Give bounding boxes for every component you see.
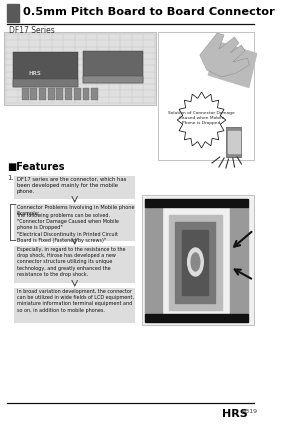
Text: 1.: 1.	[7, 175, 14, 181]
Bar	[30, 88, 38, 100]
FancyBboxPatch shape	[14, 176, 135, 198]
Text: DF17 Series: DF17 Series	[9, 26, 54, 35]
Bar	[142, 195, 254, 325]
Bar	[226, 127, 242, 157]
Text: HRS: HRS	[28, 71, 41, 76]
Bar	[208, 41, 256, 88]
Bar	[13, 79, 78, 87]
Bar	[82, 88, 89, 100]
Bar	[7, 4, 19, 22]
FancyBboxPatch shape	[14, 246, 135, 283]
Bar	[82, 76, 143, 83]
Bar	[145, 199, 248, 207]
Bar	[48, 88, 55, 100]
Bar	[145, 314, 248, 322]
Text: ■Features: ■Features	[7, 162, 64, 172]
FancyBboxPatch shape	[14, 287, 135, 323]
Bar	[91, 88, 98, 100]
Bar	[176, 222, 215, 303]
Text: The following problems can be solved.
"Connector Damage Caused when Mobile
phone: The following problems can be solved. "C…	[16, 213, 119, 243]
Bar	[82, 51, 143, 83]
Text: A319: A319	[242, 409, 258, 414]
Bar	[158, 32, 254, 160]
Bar	[39, 88, 46, 100]
Bar	[74, 88, 81, 100]
Bar	[13, 52, 78, 87]
Bar	[230, 207, 247, 314]
Text: DF17 series are the connector, which has
been developed mainly for the mobile
ph: DF17 series are the connector, which has…	[16, 177, 126, 194]
Bar	[145, 207, 162, 314]
Bar	[182, 230, 208, 295]
Ellipse shape	[191, 253, 200, 271]
Polygon shape	[177, 92, 226, 148]
Text: Solution of Connector Damage
Caused when Mobile
Phone is Dropped: Solution of Connector Damage Caused when…	[168, 111, 235, 125]
FancyBboxPatch shape	[14, 204, 135, 241]
Polygon shape	[200, 33, 249, 77]
Bar	[228, 131, 240, 153]
Text: HRS: HRS	[221, 409, 247, 419]
Ellipse shape	[188, 248, 203, 276]
Bar	[169, 215, 221, 310]
Text: 0.5mm Pitch Board to Board Connector: 0.5mm Pitch Board to Board Connector	[22, 7, 274, 17]
Text: Especially, in regard to the resistance to the
drop shock, Hirose has developed : Especially, in regard to the resistance …	[16, 247, 125, 277]
Bar	[22, 88, 29, 100]
Bar	[65, 88, 72, 100]
Text: Connector Problems Involving in Mobile phone
Example:: Connector Problems Involving in Mobile p…	[16, 205, 134, 216]
Bar	[4, 32, 156, 105]
Text: In broad variation development, the connector
can be utilized in wide fields of : In broad variation development, the conn…	[16, 289, 134, 313]
Bar	[56, 88, 63, 100]
